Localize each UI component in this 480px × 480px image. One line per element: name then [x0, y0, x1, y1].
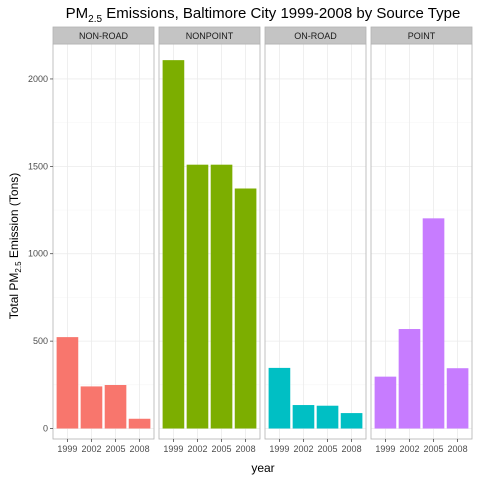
bar-on-road-2008: [340, 413, 363, 429]
bar-non-road-2002: [80, 386, 103, 429]
y-axis-title-main: Total PM: [7, 273, 21, 320]
facet-strip-label: ON-ROAD: [294, 31, 337, 41]
bar-nonpoint-2002: [186, 164, 209, 429]
x-tick-label: 2002: [293, 444, 313, 454]
facet-strip-label: NON-ROAD: [79, 31, 128, 41]
facet-panel-point: POINT 1999 2002 2005 2008: [370, 26, 473, 454]
x-tick-label: 2008: [236, 444, 256, 454]
facet-strip: [264, 26, 367, 45]
facet-strip-label: NONPOINT: [186, 31, 234, 41]
facet-panel-non-road: NON-ROAD 1999 2002 2005 2008: [52, 26, 155, 454]
bar-point-1999: [374, 376, 397, 429]
x-tick-label: 2002: [81, 444, 101, 454]
facet-panel-nonpoint: NONPOINT 1999 2002 2005 2008: [158, 26, 261, 454]
x-tick-label: 1999: [163, 444, 183, 454]
x-axis-title: year: [251, 461, 274, 475]
bar-point-2005: [422, 218, 445, 429]
facet-strip: [158, 26, 261, 45]
bar-non-road-1999: [56, 337, 79, 429]
y-tick-label: 1500: [28, 161, 48, 171]
chart-title-subscript: 2.5: [88, 14, 102, 25]
bar-on-road-2002: [292, 405, 315, 429]
chart-title: PM2.5 Emissions, Baltimore City 1999-200…: [66, 5, 461, 25]
bar-non-road-2005: [104, 385, 127, 429]
bar-on-road-2005: [316, 405, 339, 429]
facet-strip-label: POINT: [408, 31, 436, 41]
y-tick-label: 0: [43, 424, 48, 434]
x-tick-label: 2005: [106, 444, 126, 454]
x-tick-label: 2008: [342, 444, 362, 454]
facet-strip: [370, 26, 473, 45]
y-tick-label: 1000: [28, 249, 48, 259]
y-axis-title-subscript: 2.5: [14, 261, 23, 273]
chart-title-main: PM: [66, 5, 89, 22]
bar-point-2008: [446, 368, 469, 429]
x-tick-label: 2008: [448, 444, 468, 454]
x-tick-label: 1999: [269, 444, 289, 454]
facet-strip: [52, 26, 155, 45]
y-axis: 0 500 1000 1500 2000: [28, 74, 53, 434]
bar-nonpoint-1999: [162, 60, 185, 429]
chart-title-rest: Emissions, Baltimore City 1999-2008 by S…: [102, 5, 460, 22]
facet-panels: NON-ROAD 1999 2002 2005 2008 NONPOINT 1999 2002…: [52, 26, 473, 454]
bar-nonpoint-2005: [210, 164, 233, 429]
y-tick-label: 2000: [28, 74, 48, 84]
bar-point-2002: [398, 329, 421, 429]
x-tick-label: 2005: [212, 444, 232, 454]
bar-on-road-1999: [268, 367, 291, 429]
bar-nonpoint-2008: [234, 188, 257, 429]
y-tick-label: 500: [33, 336, 48, 346]
x-tick-label: 2008: [130, 444, 150, 454]
x-tick-label: 1999: [57, 444, 77, 454]
y-axis-title-rest: Emission (Tons): [7, 173, 21, 262]
x-tick-label: 2005: [318, 444, 338, 454]
y-axis-title: Total PM2.5 Emission (Tons): [7, 173, 23, 320]
x-tick-label: 2002: [399, 444, 419, 454]
x-tick-label: 1999: [375, 444, 395, 454]
x-tick-label: 2005: [424, 444, 444, 454]
facet-panel-on-road: ON-ROAD 1999 2002 2005 2008: [264, 26, 367, 454]
x-tick-label: 2002: [187, 444, 207, 454]
bar-non-road-2008: [128, 418, 151, 429]
